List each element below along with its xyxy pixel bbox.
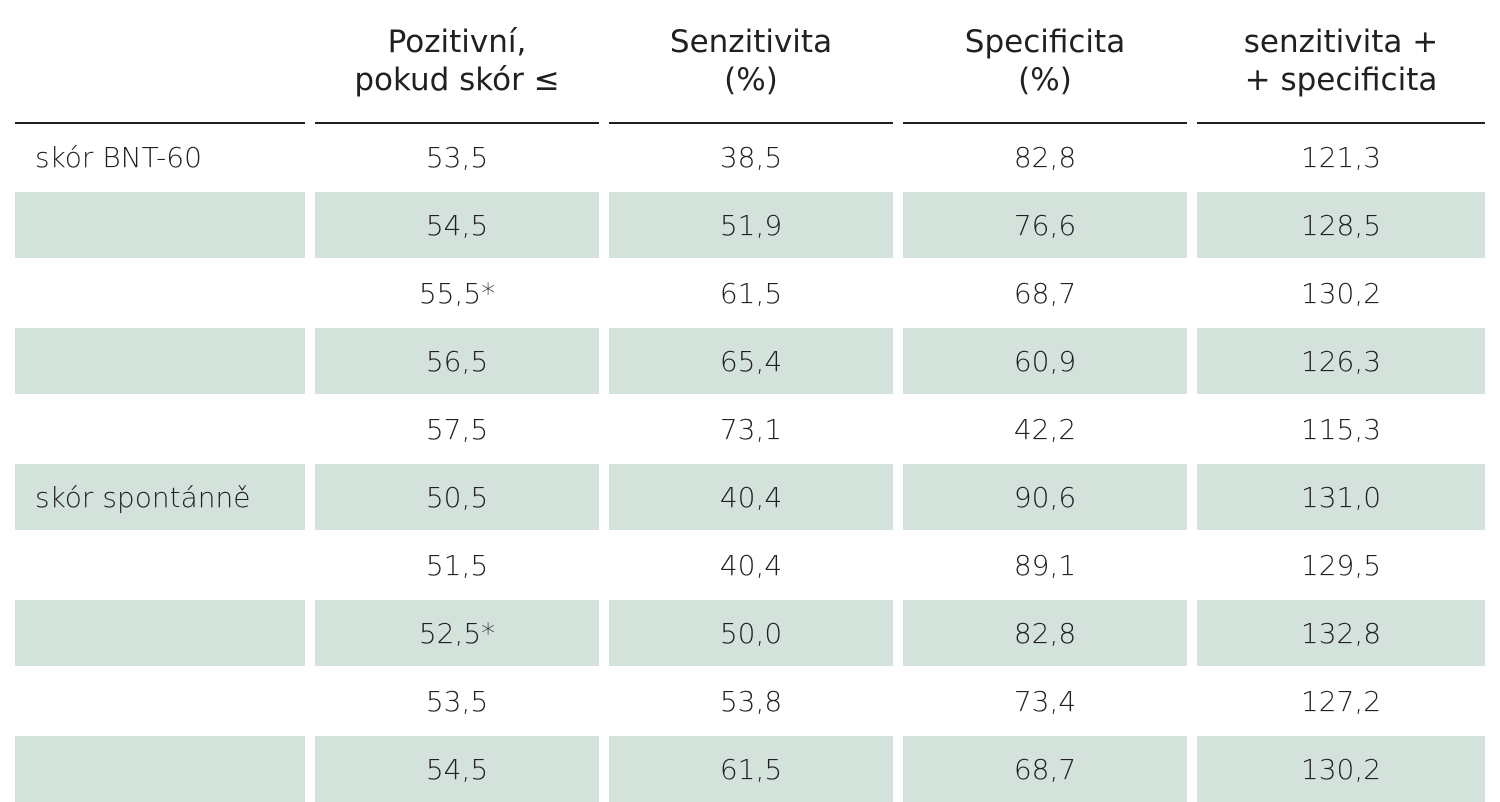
row-label-cell bbox=[15, 396, 305, 462]
sum-cell: 130,2 bbox=[1197, 736, 1485, 802]
cutoff-cell: 53,5 bbox=[425, 684, 489, 718]
sensitivity-cell: 40,4 bbox=[719, 548, 783, 582]
table-row: 57,5 73,1 42,2 115,3 bbox=[15, 396, 1485, 462]
specificity-cell: 68,7 bbox=[1013, 276, 1077, 310]
cutoff-cell: 52,5* bbox=[315, 600, 599, 666]
row-label-cell: skór spontánně bbox=[15, 464, 305, 530]
sum-cell: 121,3 bbox=[1300, 140, 1382, 174]
specificity-cell: 42,2 bbox=[1013, 412, 1077, 446]
row-label-cell bbox=[15, 260, 305, 326]
header-sensitivity-line2: (%) bbox=[724, 62, 778, 98]
header-specificity: Specificita (%) bbox=[903, 0, 1187, 124]
cutoff-cell: 57,5 bbox=[425, 412, 489, 446]
results-table: Pozitivní, pokud skór ≤ Senzitivita (%) … bbox=[5, 0, 1495, 802]
row-label-cell bbox=[15, 668, 305, 734]
table-row: 56,5 65,4 60,9 126,3 bbox=[15, 328, 1485, 394]
sum-cell: 115,3 bbox=[1300, 412, 1382, 446]
specificity-cell: 82,8 bbox=[1013, 140, 1077, 174]
row-label-cell: skór BNT-60 bbox=[35, 140, 202, 174]
sensitivity-cell: 50,0 bbox=[609, 600, 893, 666]
sum-cell: 130,2 bbox=[1300, 276, 1382, 310]
specificity-cell: 60,9 bbox=[903, 328, 1187, 394]
table-row: 55,5* 61,5 68,7 130,2 bbox=[15, 260, 1485, 326]
row-label-cell bbox=[15, 192, 305, 258]
cutoff-cell: 54,5 bbox=[315, 736, 599, 802]
specificity-cell: 89,1 bbox=[1013, 548, 1077, 582]
sensitivity-cell: 53,8 bbox=[719, 684, 783, 718]
sensitivity-cell: 38,5 bbox=[719, 140, 783, 174]
table-row: 54,5 61,5 68,7 130,2 bbox=[15, 736, 1485, 802]
row-label-cell bbox=[15, 328, 305, 394]
sum-cell: 131,0 bbox=[1197, 464, 1485, 530]
table-row: skór spontánně 50,5 40,4 90,6 131,0 bbox=[15, 464, 1485, 530]
table-row: 54,5 51,9 76,6 128,5 bbox=[15, 192, 1485, 258]
header-sensitivity: Senzitivita (%) bbox=[609, 0, 893, 124]
sensitivity-cell: 61,5 bbox=[719, 276, 783, 310]
cutoff-cell: 53,5 bbox=[425, 140, 489, 174]
sum-cell: 127,2 bbox=[1300, 684, 1382, 718]
header-sum-line2: + specificita bbox=[1244, 62, 1438, 98]
sum-cell: 129,5 bbox=[1300, 548, 1382, 582]
sum-cell: 126,3 bbox=[1197, 328, 1485, 394]
sum-cell: 132,8 bbox=[1197, 600, 1485, 666]
sensitivity-cell: 73,1 bbox=[719, 412, 783, 446]
cutoff-cell: 54,5 bbox=[315, 192, 599, 258]
table-row: 53,5 53,8 73,4 127,2 bbox=[15, 668, 1485, 734]
table-row: skór BNT-60 53,5 38,5 82,8 121,3 bbox=[15, 124, 1485, 190]
cutoff-cell: 55,5* bbox=[418, 276, 496, 310]
header-sensitivity-line1: Senzitivita bbox=[669, 24, 833, 60]
sensitivity-cell: 65,4 bbox=[609, 328, 893, 394]
sum-cell: 128,5 bbox=[1197, 192, 1485, 258]
row-label-cell bbox=[15, 600, 305, 666]
header-cutoff-line2: pokud skór ≤ bbox=[354, 62, 560, 98]
sensitivity-cell: 51,9 bbox=[609, 192, 893, 258]
cutoff-cell: 51,5 bbox=[425, 548, 489, 582]
row-label-cell bbox=[15, 532, 305, 598]
cutoff-cell: 50,5 bbox=[315, 464, 599, 530]
table-row: 51,5 40,4 89,1 129,5 bbox=[15, 532, 1485, 598]
results-table-container: Pozitivní, pokud skór ≤ Senzitivita (%) … bbox=[15, 0, 1485, 802]
header-cutoff-line1: Pozitivní, bbox=[387, 24, 527, 60]
table-body: skór BNT-60 53,5 38,5 82,8 121,3 54,5 51,9 76,6… bbox=[15, 124, 1485, 802]
sensitivity-cell: 40,4 bbox=[609, 464, 893, 530]
specificity-cell: 76,6 bbox=[903, 192, 1187, 258]
specificity-cell: 68,7 bbox=[903, 736, 1187, 802]
table-row: 52,5* 50,0 82,8 132,8 bbox=[15, 600, 1485, 666]
header-sum-line1: senzitivita + bbox=[1243, 24, 1439, 60]
specificity-cell: 73,4 bbox=[1013, 684, 1077, 718]
specificity-cell: 82,8 bbox=[903, 600, 1187, 666]
cutoff-cell: 56,5 bbox=[315, 328, 599, 394]
sensitivity-cell: 61,5 bbox=[609, 736, 893, 802]
header-cutoff: Pozitivní, pokud skór ≤ bbox=[315, 0, 599, 124]
header-specificity-line2: (%) bbox=[1018, 62, 1072, 98]
header-sum: senzitivita + + specificita bbox=[1197, 0, 1485, 124]
specificity-cell: 90,6 bbox=[903, 464, 1187, 530]
header-row: Pozitivní, pokud skór ≤ Senzitivita (%) … bbox=[15, 0, 1485, 124]
header-specificity-line1: Specificita bbox=[964, 24, 1126, 60]
header-label-column bbox=[15, 0, 305, 124]
row-label-cell bbox=[15, 736, 305, 802]
